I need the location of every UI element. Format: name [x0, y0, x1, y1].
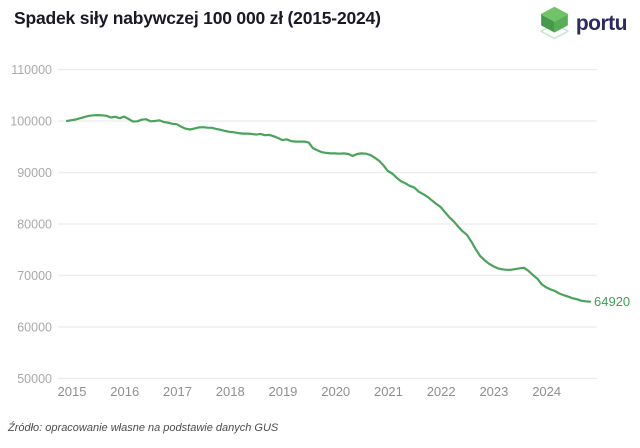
x-axis-tick-label: 2015 [58, 384, 87, 399]
portu-cube-icon [538, 4, 571, 42]
page-title: Spadek siły nabywczej 100 000 zł (2015-2… [14, 8, 381, 28]
y-axis-tick-label: 110000 [11, 63, 52, 77]
end-value-label: 64920 [594, 294, 630, 309]
portu-logo: portu [538, 3, 628, 43]
y-axis-tick-label: 100000 [10, 115, 52, 129]
y-axis-tick-label: 60000 [17, 321, 52, 335]
x-axis-tick-label: 2022 [427, 384, 456, 399]
x-axis-tick-label: 2017 [163, 384, 192, 399]
x-axis-tick-label: 2023 [479, 384, 508, 399]
series-line [65, 113, 592, 303]
x-axis-tick-label: 2019 [268, 384, 297, 399]
x-axis-tick-label: 2024 [532, 384, 561, 399]
x-axis-tick-label: 2018 [216, 384, 245, 399]
y-axis-tick-label: 70000 [17, 269, 52, 283]
y-axis-tick-label: 90000 [17, 166, 52, 180]
y-axis-tick-label: 50000 [17, 372, 52, 386]
x-axis-tick-label: 2020 [321, 384, 350, 399]
portu-logo-text: portu [575, 11, 628, 35]
x-axis-tick-label: 2016 [110, 384, 139, 399]
source-note: Źródło: opracowanie własne na podstawie … [8, 422, 279, 434]
y-axis-tick-label: 80000 [17, 218, 52, 232]
x-axis-tick-label: 2021 [374, 384, 403, 399]
